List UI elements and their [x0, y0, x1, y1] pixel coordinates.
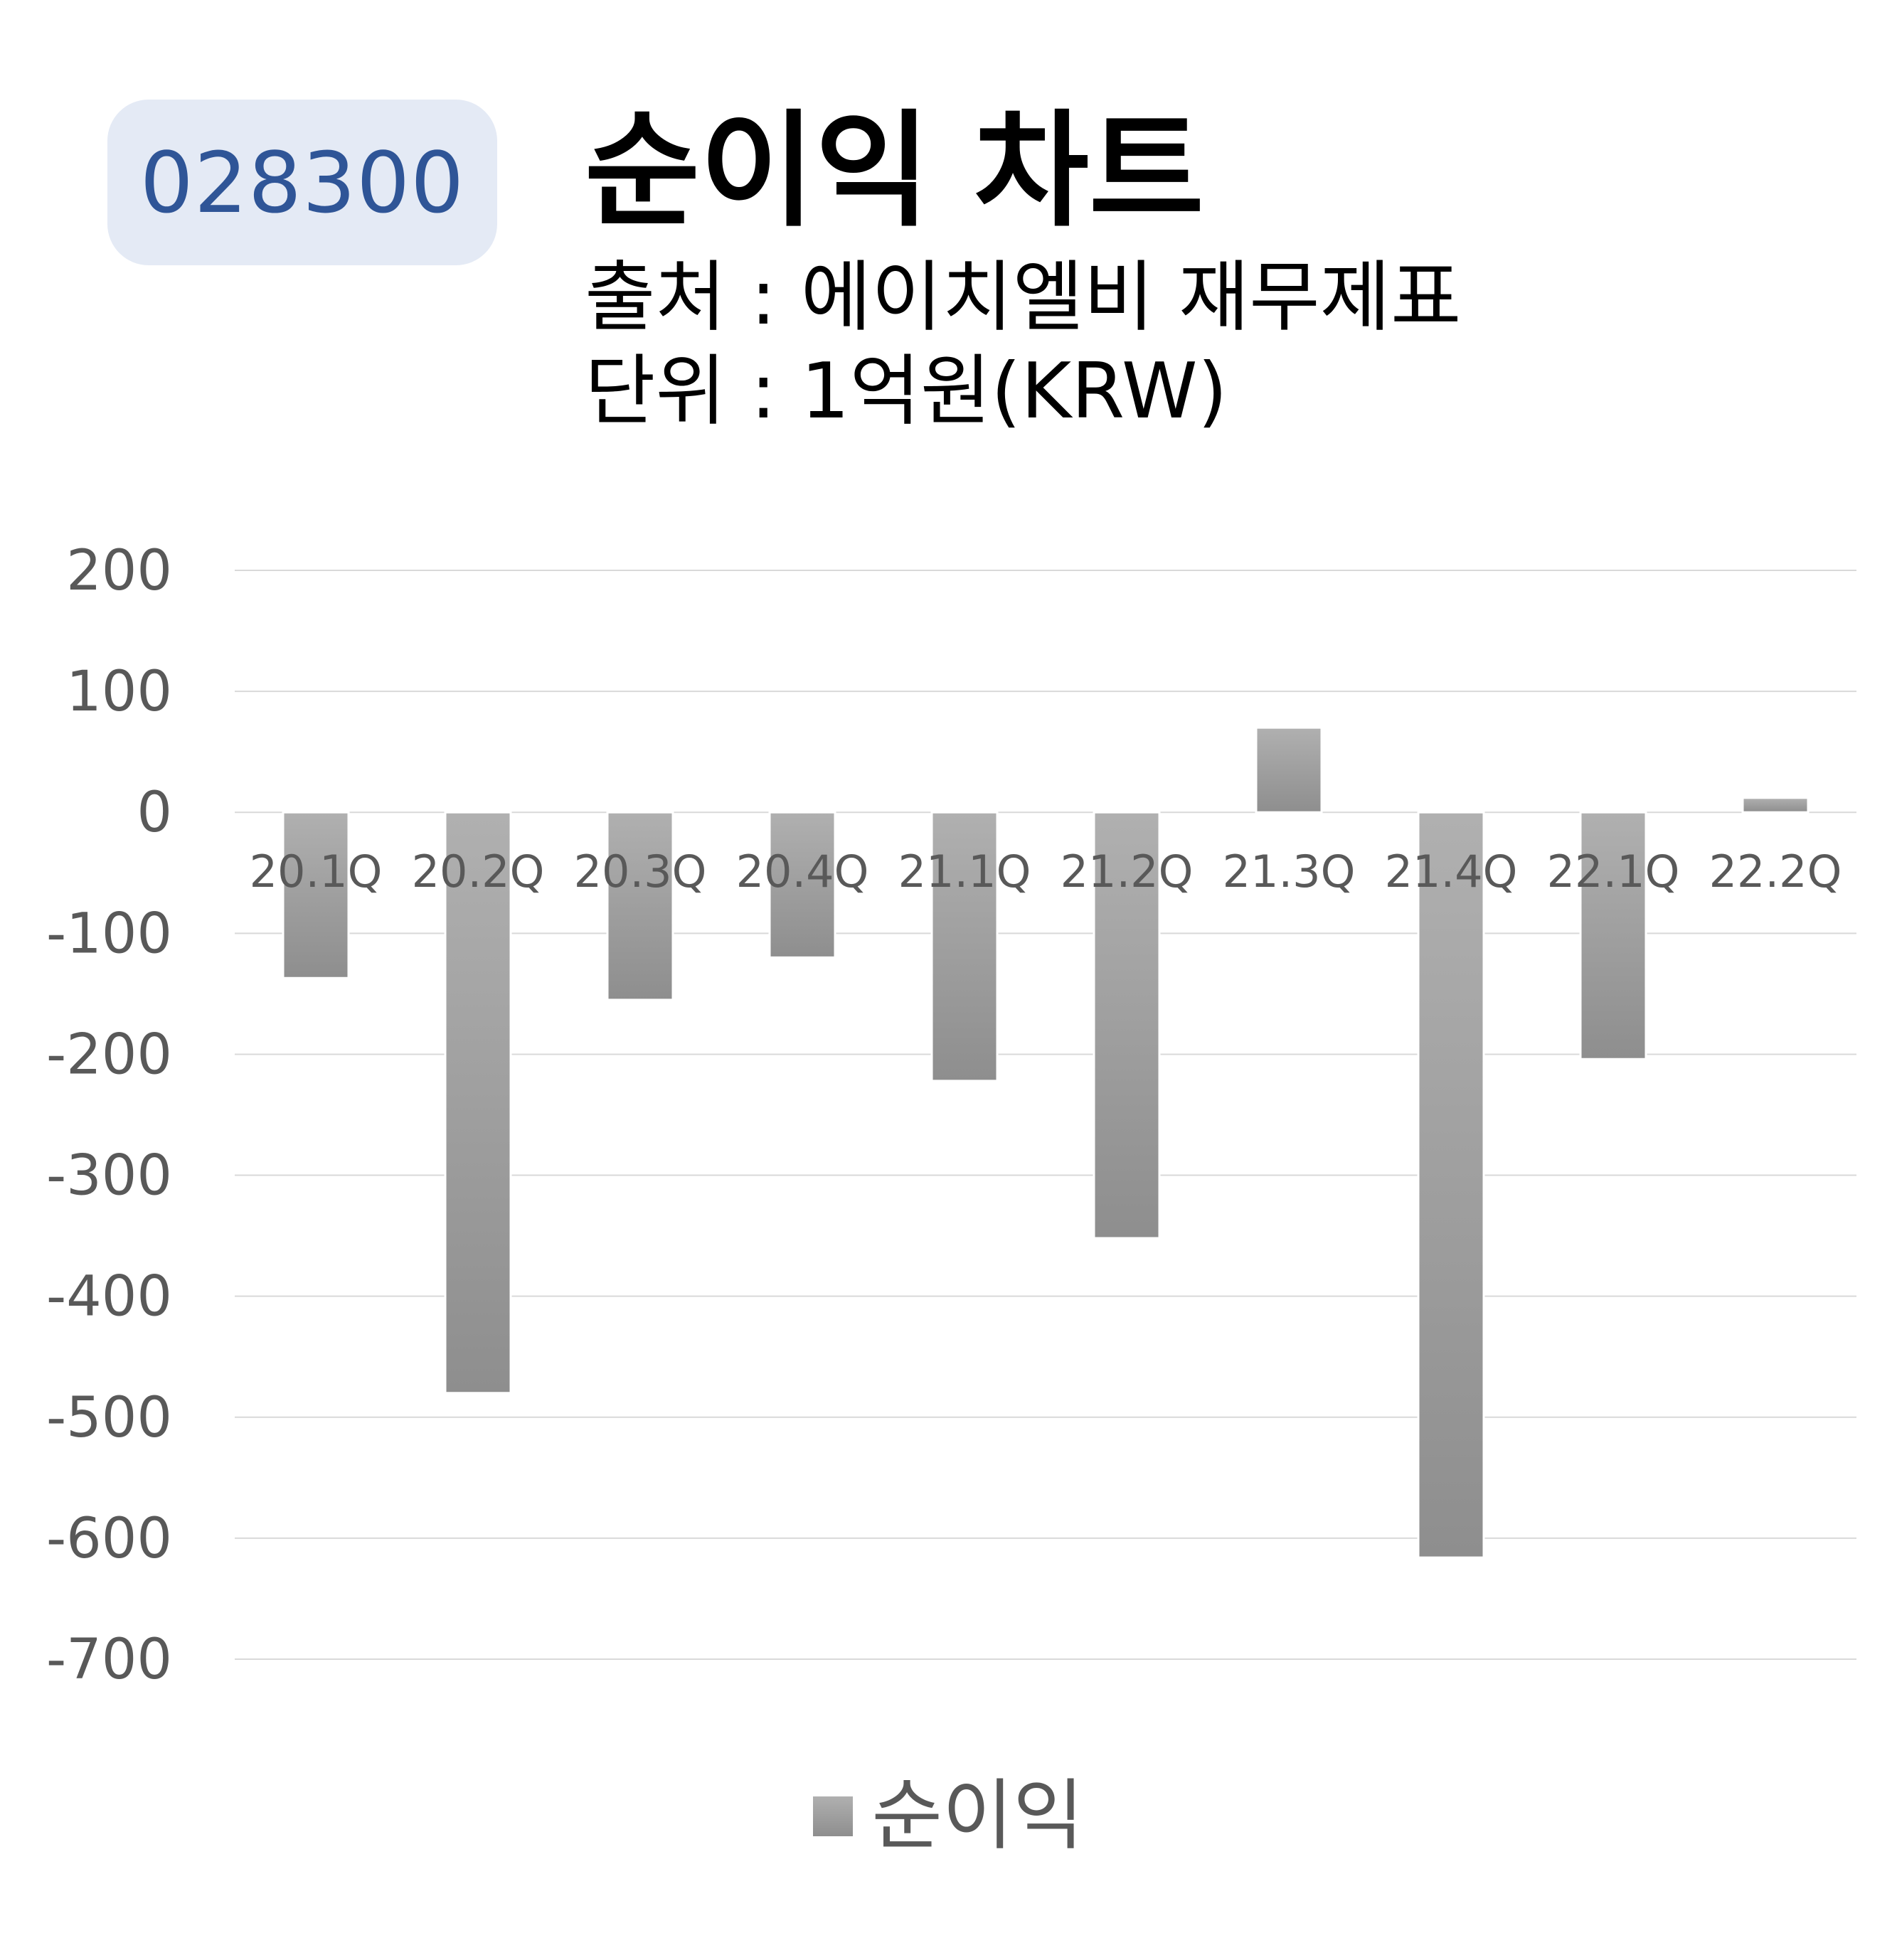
bar-22.2Q	[1741, 797, 1810, 814]
y-tick-label: 0	[137, 781, 172, 845]
chart-title: 순이익 차트	[585, 98, 1204, 244]
category-label: 21.2Q	[1061, 846, 1194, 898]
source-text: 출처 : 에이치엘비 재무제표	[585, 253, 1462, 342]
category-label: 21.3Q	[1223, 846, 1356, 898]
bars	[282, 726, 1810, 1559]
bar-20.4Q	[768, 811, 836, 959]
category-label: 20.3Q	[574, 846, 707, 898]
y-axis-ticks: 200 100 0 -100 -200 -300 -400 -500 -600 -700	[46, 539, 172, 1692]
legend: 순이익	[0, 1778, 1897, 1855]
y-tick-label: -500	[46, 1386, 172, 1450]
bar-20.1Q	[282, 811, 350, 979]
legend-label: 순이익	[871, 1772, 1084, 1860]
ticker-code: 028300	[139, 133, 465, 232]
y-tick-label: -200	[46, 1023, 172, 1087]
y-tick-label: 100	[66, 660, 172, 724]
y-tick-label: -300	[46, 1144, 172, 1208]
x-axis-labels: 20.1Q 20.2Q 20.3Q 20.4Q 21.1Q 21.2Q 21.3Q 21.4Q…	[250, 846, 1842, 898]
category-label: 20.4Q	[736, 846, 869, 898]
unit-text: 단위 : 1억원(KRW)	[585, 347, 1228, 436]
bar-20.2Q	[444, 811, 512, 1395]
category-label: 21.4Q	[1385, 846, 1518, 898]
bar-21.1Q	[930, 811, 999, 1082]
bar-22.1Q	[1579, 811, 1647, 1060]
y-tick-label: -100	[46, 902, 172, 966]
y-tick-label: -400	[46, 1265, 172, 1329]
category-label: 22.2Q	[1709, 846, 1842, 898]
category-label: 20.2Q	[412, 846, 545, 898]
bar-21.2Q	[1093, 811, 1161, 1240]
bar-21.4Q	[1417, 811, 1485, 1559]
bar-21.3Q	[1255, 726, 1323, 814]
legend-swatch	[813, 1796, 854, 1836]
category-label: 20.1Q	[250, 846, 383, 898]
y-tick-label: -700	[46, 1628, 172, 1692]
bar-20.3Q	[606, 811, 674, 1001]
ticker-badge: 028300	[107, 100, 497, 265]
category-label: 22.1Q	[1547, 846, 1680, 898]
category-label: 21.1Q	[898, 846, 1031, 898]
y-tick-label: -600	[46, 1507, 172, 1571]
y-tick-label: 200	[66, 539, 172, 603]
